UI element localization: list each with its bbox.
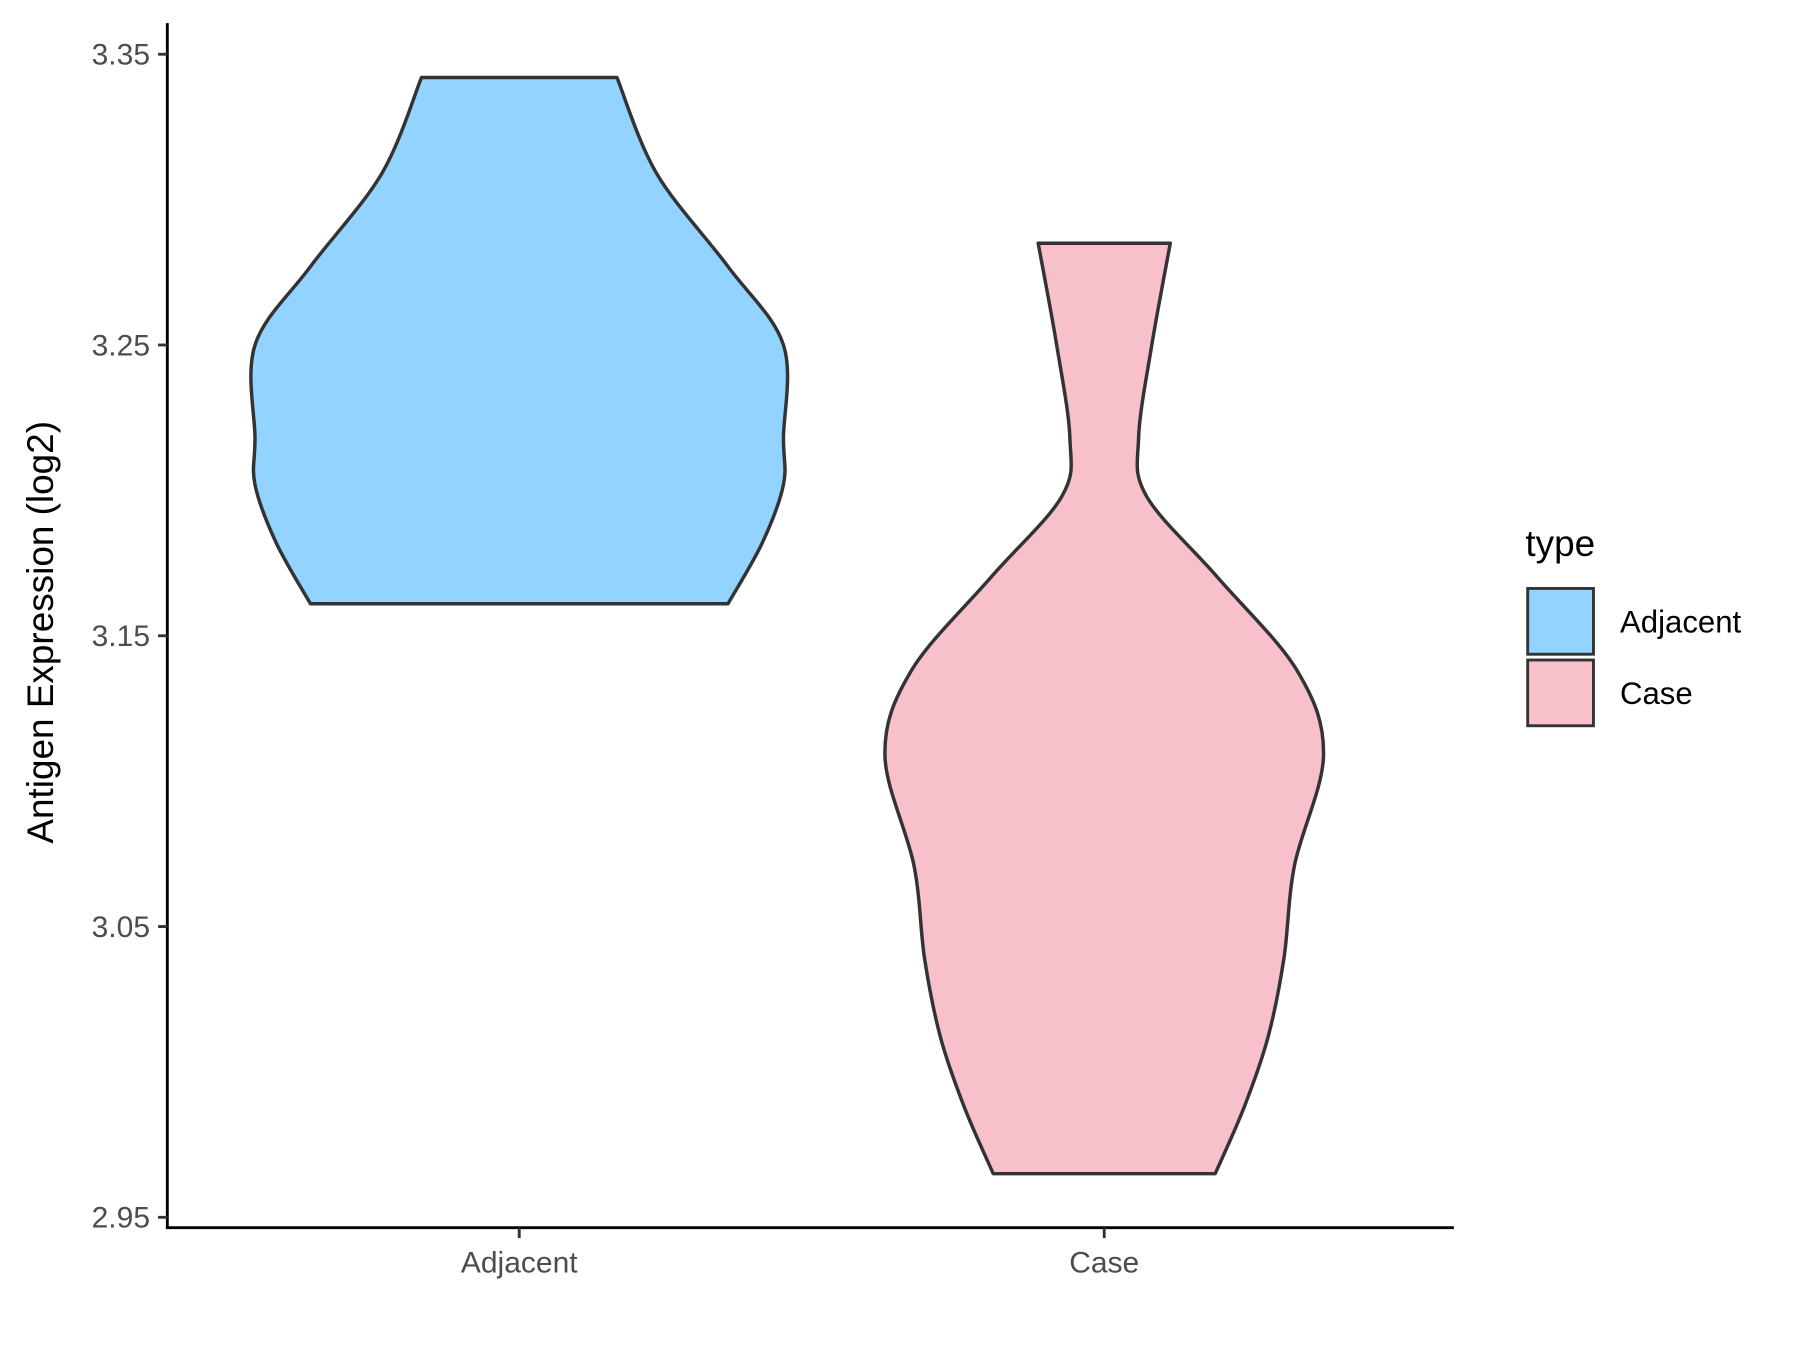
x-tick-label: Case: [1069, 1247, 1139, 1280]
legend-label-case: Case: [1620, 676, 1693, 711]
y-axis-title: Antigen Expression (log2): [20, 421, 61, 844]
y-tick-label: 3.15: [92, 620, 150, 653]
violin-case: [883, 241, 1326, 1176]
legend-key-case: [1526, 658, 1595, 728]
legend: type Adjacent Case: [1525, 523, 1742, 728]
x-ticks: Adjacent Case: [461, 1227, 1139, 1280]
y-tick-label: 3.05: [92, 911, 150, 944]
y-ticks: 2.95 3.05 3.15 3.25 3.35: [92, 39, 168, 1235]
legend-key-adjacent: [1526, 587, 1595, 656]
x-tick-label: Adjacent: [461, 1247, 578, 1280]
y-tick-label: 3.35: [92, 39, 150, 72]
legend-title: type: [1525, 523, 1595, 564]
violin-adjacent: [249, 75, 790, 606]
y-tick-label: 3.25: [92, 329, 150, 362]
violins: [249, 75, 1326, 1176]
y-tick-label: 2.95: [92, 1202, 150, 1235]
legend-label-adjacent: Adjacent: [1620, 604, 1742, 639]
